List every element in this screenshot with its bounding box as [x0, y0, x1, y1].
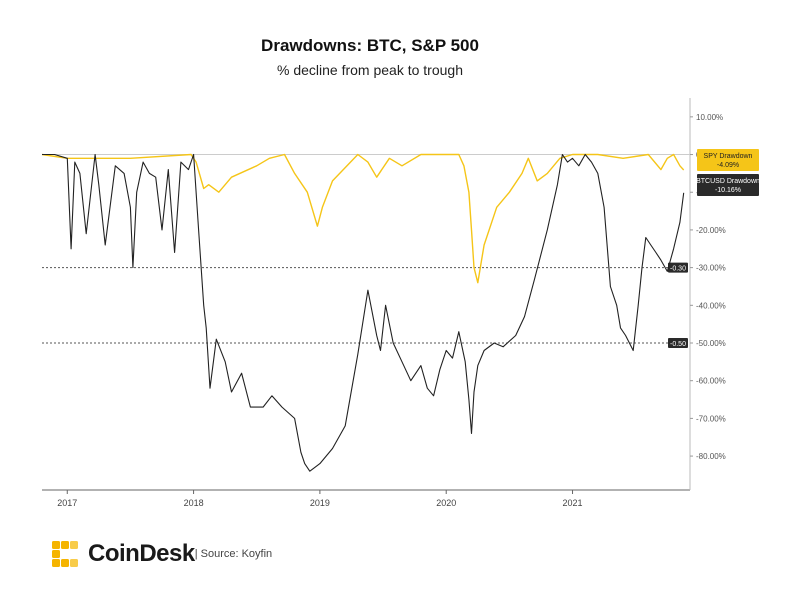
y-tick-label: -40.00%	[696, 301, 726, 310]
y-tick-label: -60.00%	[696, 377, 726, 386]
y-tick-label: -70.00%	[696, 414, 726, 423]
brand-name: CoinDesk	[88, 540, 195, 567]
x-tick-label: 2021	[563, 498, 583, 508]
reference-label: -0.30	[670, 266, 686, 273]
x-tick-label: 2018	[184, 498, 204, 508]
source-credit: | Source: Koyfin	[194, 548, 273, 560]
x-tick-label: 2017	[57, 498, 77, 508]
legend-series-name: BTCUSD Drawdown	[696, 178, 760, 185]
y-tick-label: -30.00%	[696, 264, 726, 273]
legend-series-value: -10.16%	[715, 187, 741, 194]
btc-drawdown-line	[42, 153, 685, 472]
y-tick-label: -20.00%	[696, 226, 726, 235]
y-tick-label: -80.00%	[696, 452, 726, 461]
legend-series-name: SPY Drawdown	[704, 153, 753, 160]
btc-legend-box	[697, 174, 759, 196]
spy-legend-box	[697, 149, 759, 171]
footer: CoinDesk | Source: Koyfin	[50, 536, 272, 572]
legend-series-value: -4.09%	[717, 162, 739, 169]
reference-label-bg	[668, 262, 688, 273]
chart-subtitle: % decline from peak to trough	[277, 62, 463, 78]
x-tick-label: 2020	[436, 498, 456, 508]
x-tick-label: 2019	[310, 498, 330, 508]
chart-title: Drawdowns: BTC, S&P 500	[261, 36, 479, 55]
reference-label: -0.50	[670, 341, 686, 348]
coindesk-logo-icon	[52, 541, 78, 567]
y-tick-label: 10.00%	[696, 113, 723, 122]
y-tick-label: -50.00%	[696, 339, 726, 348]
reference-label-bg	[668, 338, 688, 348]
spy-drawdown-line	[41, 153, 685, 284]
